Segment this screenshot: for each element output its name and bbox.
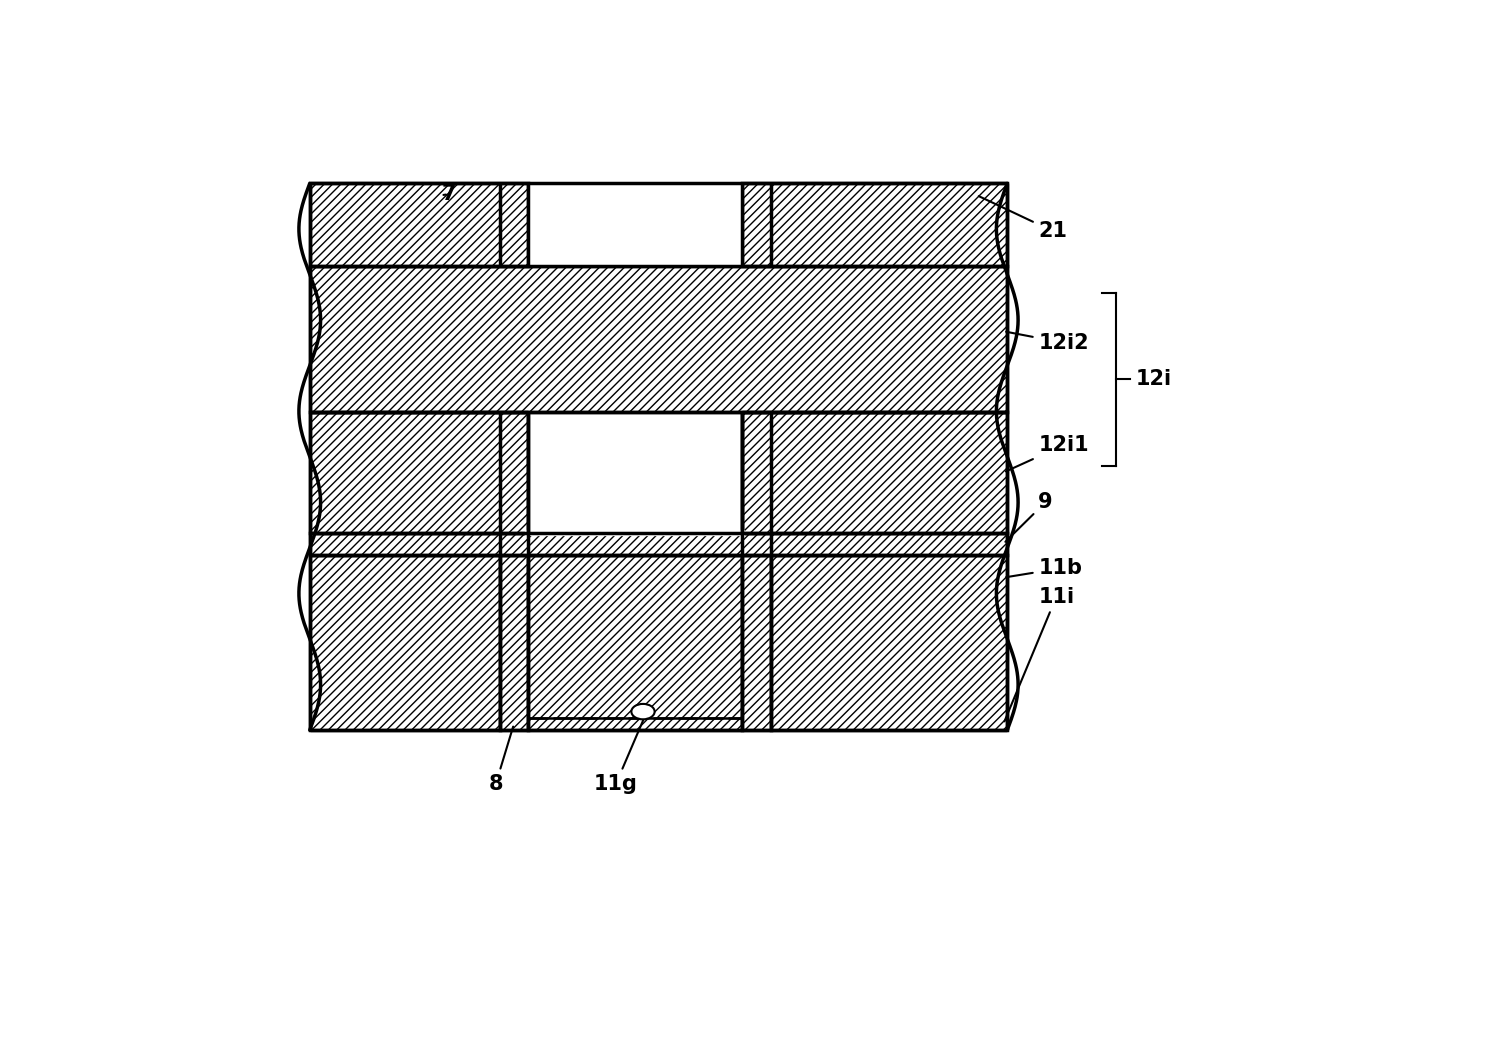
Bar	[309, 555, 499, 730]
Bar	[499, 555, 529, 730]
Bar	[309, 266, 1008, 413]
Bar	[309, 183, 529, 266]
Bar	[309, 533, 1008, 555]
Bar	[529, 183, 742, 266]
Text: 12i1: 12i1	[1006, 436, 1089, 471]
Ellipse shape	[632, 704, 655, 719]
Bar	[309, 413, 529, 533]
Text: 7: 7	[441, 184, 456, 204]
Text: 21: 21	[979, 196, 1067, 241]
Bar	[529, 555, 742, 730]
Bar	[742, 555, 771, 730]
Bar	[742, 183, 1008, 266]
Bar	[742, 413, 1008, 533]
Text: 9: 9	[1006, 492, 1054, 541]
Text: 12i2: 12i2	[1006, 332, 1089, 353]
Text: 11i: 11i	[1005, 587, 1074, 721]
Text: 11g: 11g	[594, 714, 646, 794]
Bar	[771, 555, 1008, 730]
Text: 12i: 12i	[1135, 370, 1172, 389]
Text: 8: 8	[489, 727, 513, 794]
Bar	[529, 413, 742, 533]
Text: 11b: 11b	[1006, 558, 1082, 578]
